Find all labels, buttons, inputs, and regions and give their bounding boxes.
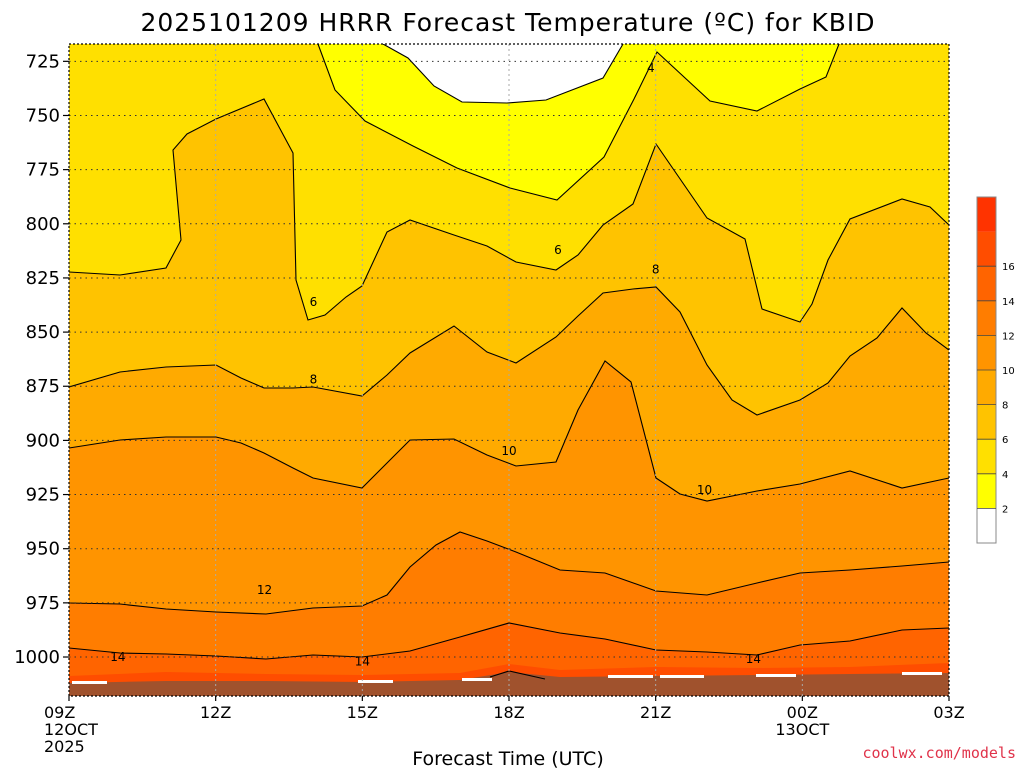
colorbar-swatch xyxy=(977,473,996,509)
contour-label: 14 xyxy=(746,652,761,666)
contour-label: 12 xyxy=(257,583,272,597)
band-0-2 xyxy=(383,44,623,103)
y-tick-label: 725 xyxy=(26,51,60,72)
x-tick-label: 03Z xyxy=(933,703,964,722)
colorbar-swatch xyxy=(977,300,996,336)
contour-10 xyxy=(69,360,949,502)
colorbar-tick-label: 16 xyxy=(1002,262,1015,273)
credit-text: coolwx.com/models xyxy=(862,744,1016,762)
contour-label-text: 8 xyxy=(652,262,660,276)
terrain-edge-highlights xyxy=(72,672,942,684)
contour-4 xyxy=(317,44,840,201)
y-tick-label: 900 xyxy=(26,430,60,451)
colorbar-tick-label: 10 xyxy=(1002,366,1015,377)
colorbar-swatch xyxy=(977,231,996,267)
y-tick-label: 800 xyxy=(26,214,60,235)
x-tick-label: 21Z xyxy=(640,703,671,722)
colorbar-tick-label: 6 xyxy=(1002,435,1008,446)
x-tick-label: 13OCT xyxy=(775,720,829,739)
contour-label-text: 14 xyxy=(110,650,125,664)
contour-label: 14 xyxy=(355,654,370,668)
x-tick-label: 00Z xyxy=(787,703,818,722)
colorbar-swatch xyxy=(977,197,996,232)
x-tick-label: 2025 xyxy=(44,737,85,756)
contour-label-text: 4 xyxy=(647,61,655,75)
y-tick-label: 750 xyxy=(26,105,60,126)
contour-label-text: 14 xyxy=(746,652,761,666)
colorbar-swatch xyxy=(977,266,996,301)
contour-label-text: 14 xyxy=(355,654,370,668)
y-tick-label: 850 xyxy=(26,322,60,343)
contour-label-text: 6 xyxy=(554,243,562,257)
gridlines xyxy=(69,44,949,696)
colorbar-tick-label: 12 xyxy=(1002,331,1015,342)
contour-12 xyxy=(69,531,949,615)
colorbar-tick-label: 4 xyxy=(1002,470,1008,481)
colorbar-tick-label: 8 xyxy=(1002,401,1008,412)
y-axis: 725 750 775 800 825 850 875 900 925 950 975 1000 xyxy=(14,51,69,668)
y-tick-label: 775 xyxy=(26,160,60,181)
colorbar-swatch xyxy=(977,404,996,440)
y-tick-label: 975 xyxy=(26,593,60,614)
contour-label: 10 xyxy=(501,444,516,458)
colorbar-swatch xyxy=(977,439,996,474)
x-tick-label: 12Z xyxy=(200,703,231,722)
plot-area: 4 6 6 8 8 10 10 12 14 14 14 xyxy=(69,44,949,696)
colorbar-tick-label: 14 xyxy=(1002,297,1015,308)
x-tick-label: 12OCT xyxy=(44,720,98,739)
colorbar-tick-label: 2 xyxy=(1002,504,1008,515)
x-tick-label: 09Z xyxy=(44,703,75,722)
contour-label: 10 xyxy=(697,483,712,497)
contour-label-text: 10 xyxy=(501,444,516,458)
contour-2 xyxy=(382,44,624,104)
contour-6 xyxy=(69,98,949,323)
contour-label: 8 xyxy=(652,262,660,276)
y-tick-label: 825 xyxy=(26,268,60,289)
colorbar-swatch xyxy=(977,508,996,543)
y-tick-label: 1000 xyxy=(14,647,60,668)
contour-label: 8 xyxy=(310,373,318,387)
contour-label: 6 xyxy=(554,243,562,257)
y-tick-label: 925 xyxy=(26,485,60,506)
contour-label-text: 12 xyxy=(257,583,272,597)
colorbar-swatch xyxy=(977,370,996,405)
contour-8 xyxy=(69,286,949,416)
colorbar: 2 4 6 8 10 12 14 16 xyxy=(976,196,1015,544)
colorbar-swatch xyxy=(977,335,996,370)
x-tick-label: 18Z xyxy=(493,703,524,722)
contour-label-text: 10 xyxy=(697,483,712,497)
contour-labels: 4 6 6 8 8 10 10 12 14 14 14 xyxy=(110,61,761,669)
contour-label-text: 8 xyxy=(310,373,318,387)
x-axis-label: Forecast Time (UTC) xyxy=(412,748,603,768)
contour-label: 14 xyxy=(110,650,125,664)
contour-label: 4 xyxy=(647,61,655,75)
chart-title: 2025101209 HRRR Forecast Temperature (ºC… xyxy=(140,8,875,37)
contour-label-text: 6 xyxy=(310,295,318,309)
y-tick-label: 875 xyxy=(26,376,60,397)
x-tick-label: 15Z xyxy=(347,703,378,722)
y-tick-label: 950 xyxy=(26,539,60,560)
contour-label: 6 xyxy=(310,295,318,309)
